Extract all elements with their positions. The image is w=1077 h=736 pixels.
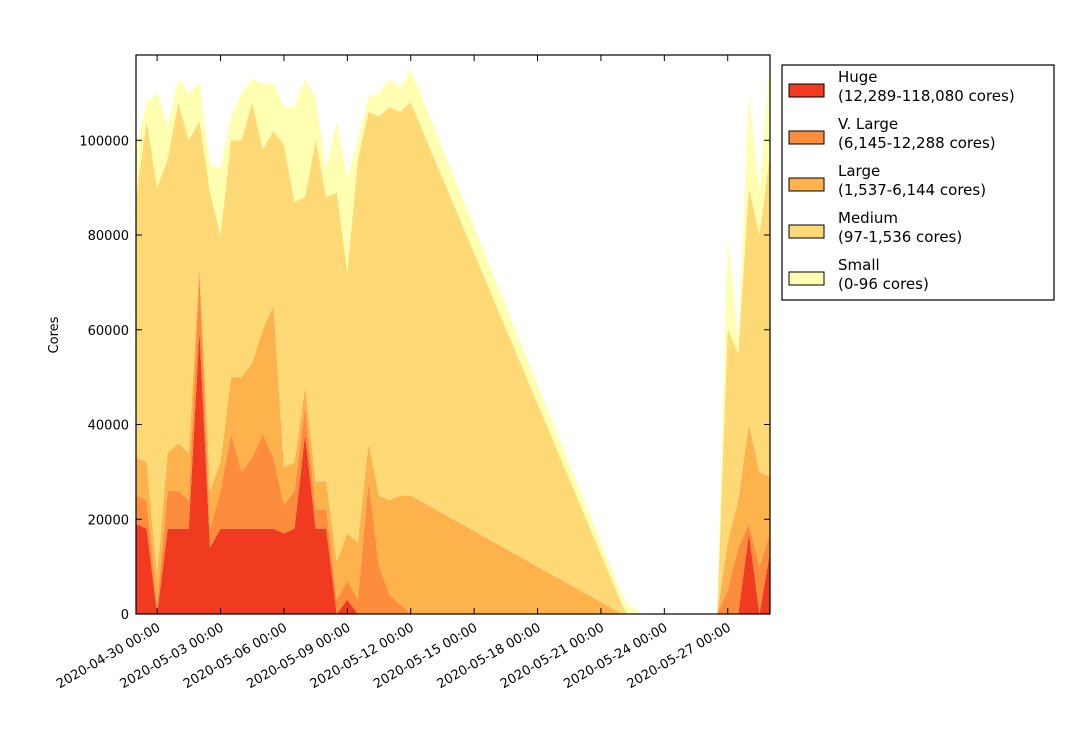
series-area-1: [136, 272, 770, 614]
legend-label: Huge (12,289-118,080 cores): [838, 68, 1015, 105]
legend-label: Small (0-96 cores): [838, 256, 929, 293]
legend-swatch: [788, 177, 825, 192]
plot-frame: [135, 54, 771, 615]
y-tick-label: 100000: [79, 134, 129, 149]
legend-swatch: [788, 271, 825, 286]
legend-label: Large (1,537-6,144 cores): [838, 162, 986, 199]
x-tick-label: 2020-04-30 00:00: [54, 620, 163, 692]
x-tick-label: 2020-05-18 00:00: [435, 620, 544, 692]
y-tick-label: 40000: [88, 419, 129, 434]
x-tick-label: 2020-05-09 00:00: [244, 620, 353, 692]
series-area-4: [136, 59, 770, 614]
series-area-0: [136, 329, 770, 614]
legend-swatch: [788, 224, 825, 239]
legend-label: Medium (97-1,536 cores): [838, 209, 962, 246]
legend-swatch: [788, 83, 825, 98]
y-tick-label: 20000: [88, 513, 129, 528]
x-tick-label: 2020-05-15 00:00: [371, 620, 480, 692]
plot-area: [136, 59, 770, 615]
x-tick-label: 2020-05-06 00:00: [181, 620, 290, 692]
legend-label: V. Large (6,145-12,288 cores): [838, 115, 996, 152]
x-tick-label: 2020-05-03 00:00: [118, 620, 227, 692]
series-area-2: [136, 263, 770, 614]
legend: Huge (12,289-118,080 cores) V. Large (6,145…: [781, 64, 1055, 301]
y-tick-label: 80000: [88, 229, 129, 244]
x-tick-label: 2020-05-27 00:00: [625, 620, 734, 692]
x-tick-label: 2020-05-12 00:00: [308, 620, 417, 692]
y-axis: 0 20000 40000 60000 80000 100000: [79, 134, 770, 623]
y-tick-label: 0: [121, 608, 129, 623]
x-tick-label: 2020-05-21 00:00: [498, 620, 607, 692]
legend-swatch: [788, 130, 825, 145]
x-tick-label: 2020-05-24 00:00: [561, 620, 670, 692]
series-area-3: [136, 102, 770, 615]
y-tick-label: 60000: [88, 324, 129, 339]
y-axis-label: Cores: [47, 316, 62, 353]
legend-frame: [781, 64, 1055, 301]
